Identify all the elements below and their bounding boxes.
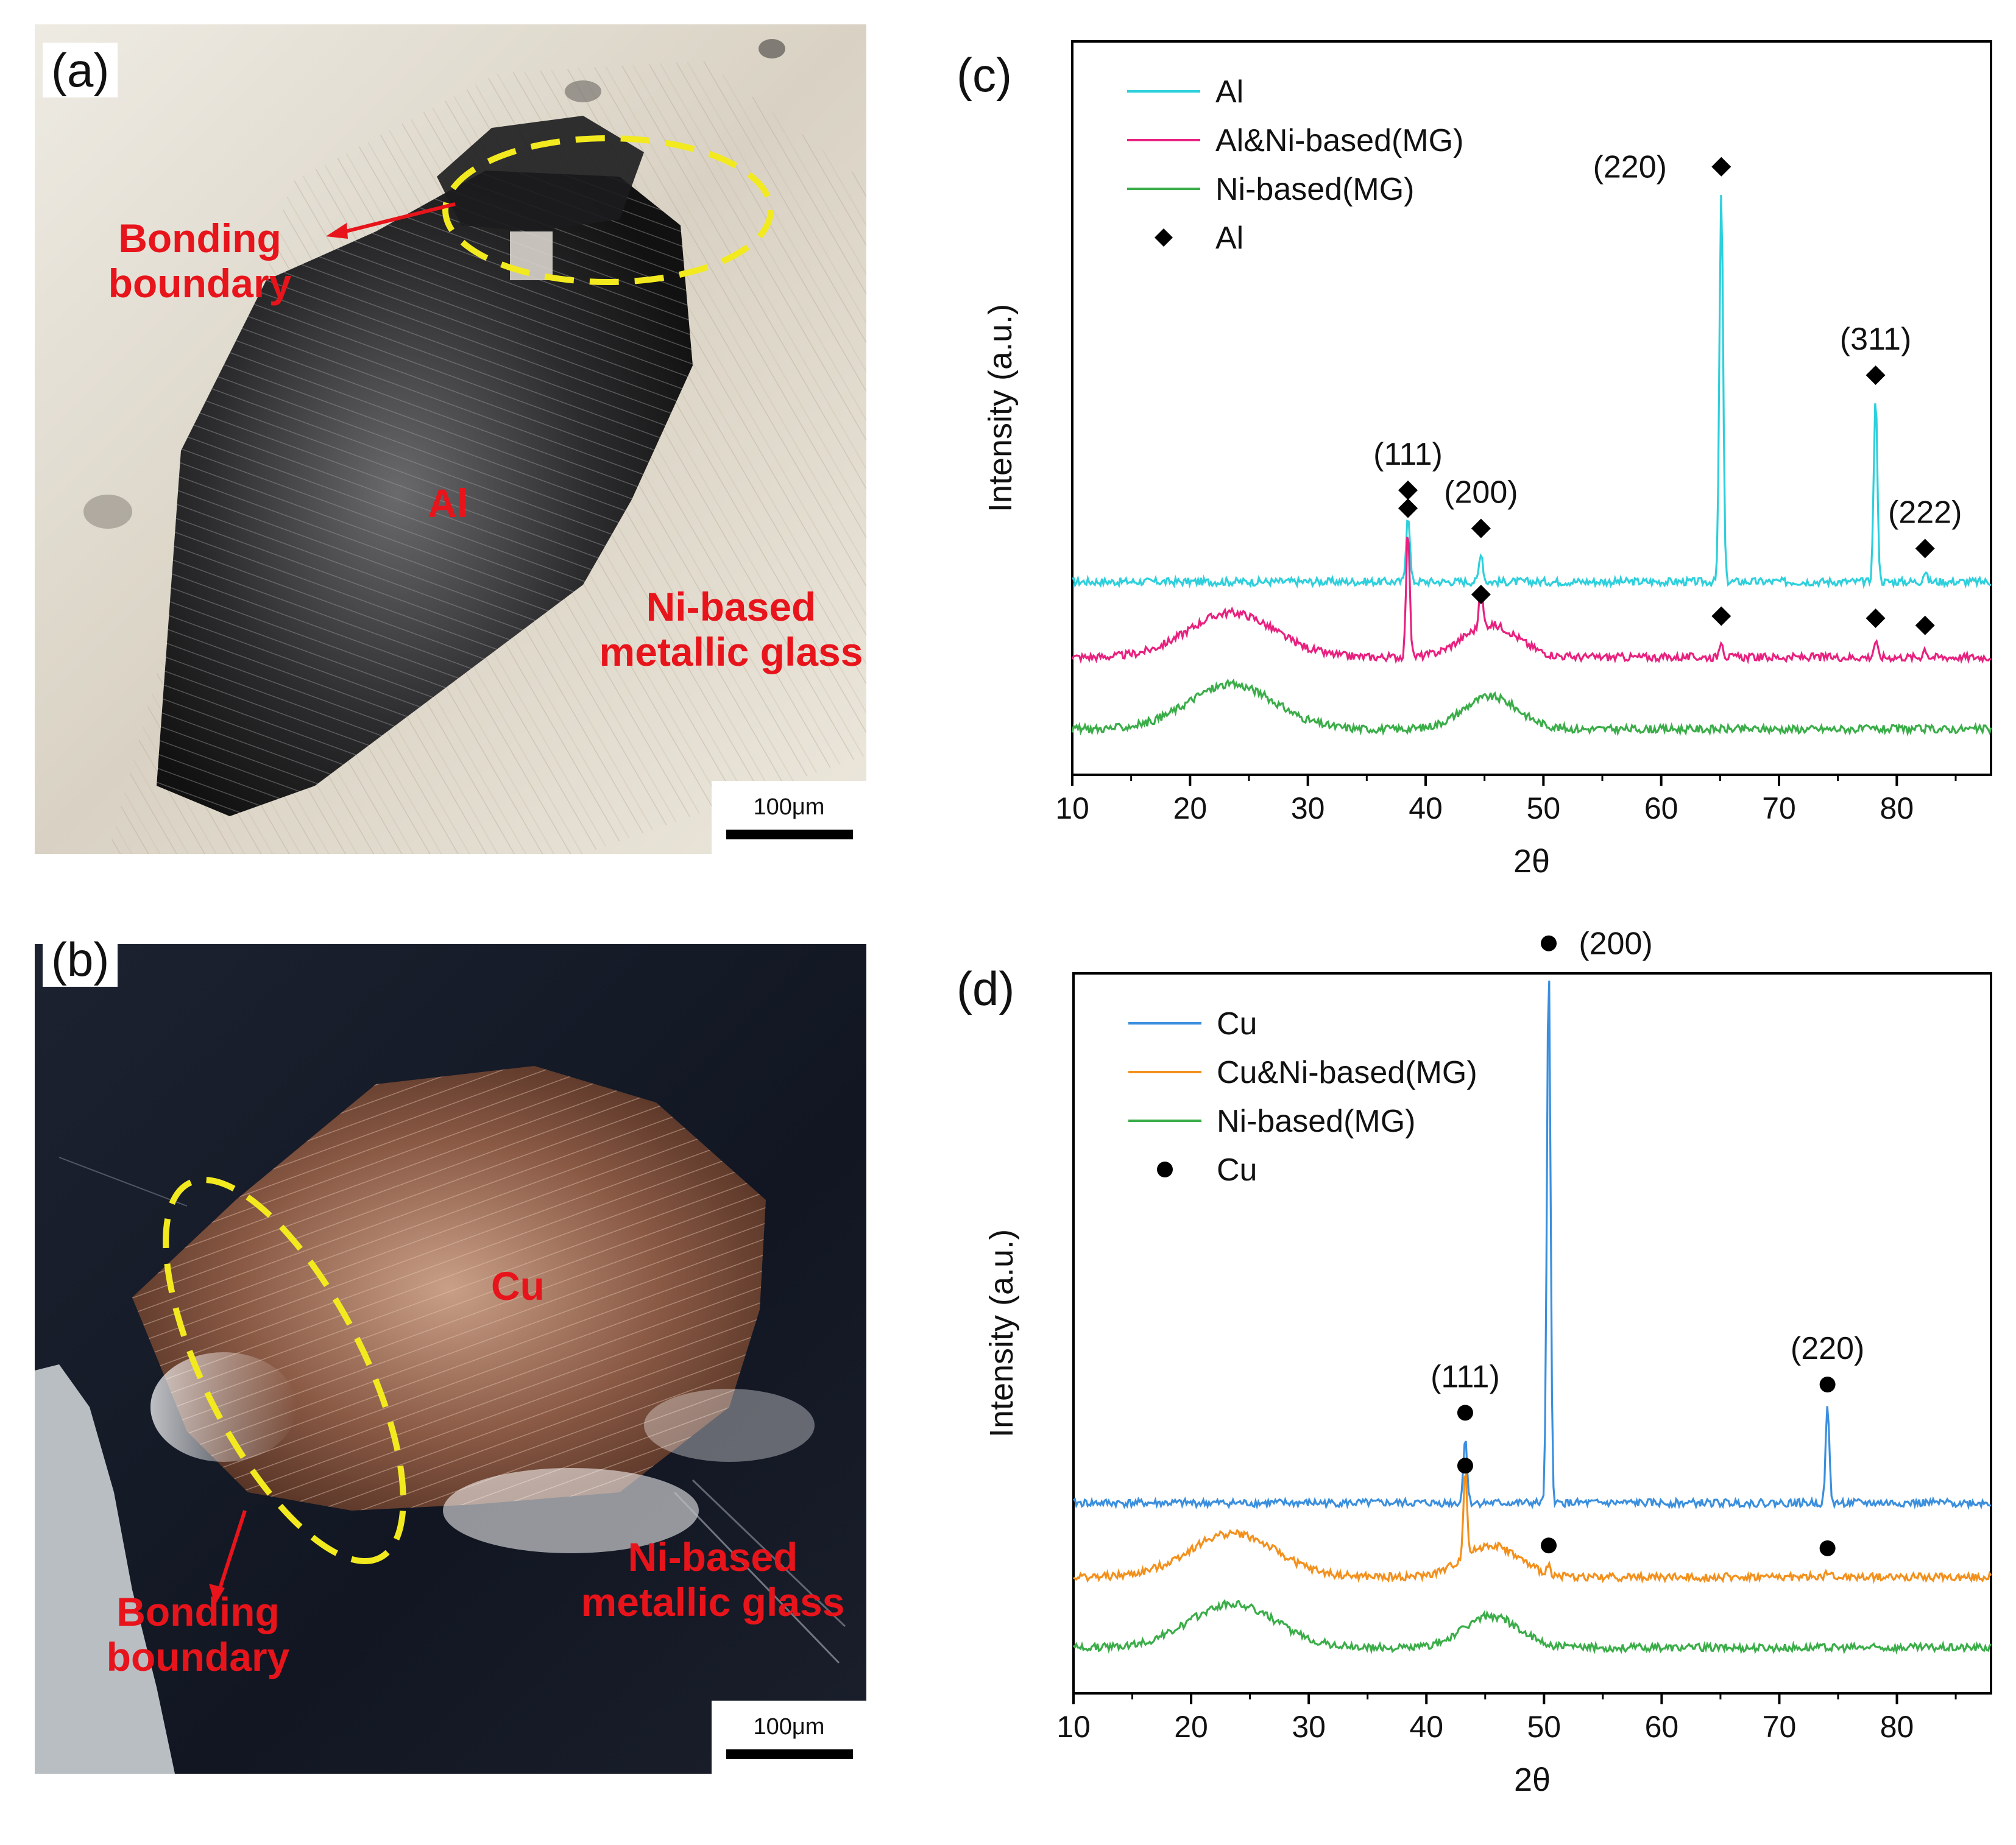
- legend-swatch-3: [1155, 228, 1173, 247]
- x-tick-label-30: 30: [1292, 1710, 1326, 1744]
- x-tick-label-10: 10: [1055, 791, 1089, 825]
- series-line-1: [1073, 1471, 1992, 1584]
- x-tick-label-60: 60: [1645, 1710, 1679, 1744]
- y-axis-label: Intensity (a.u.): [982, 304, 1019, 512]
- xrd-chart-d: (d) 10 20 30 40 50 60 70 80 2θ Intensity (a.u.) (11…: [957, 926, 1992, 1798]
- peak-marker-1-0: [1457, 1458, 1473, 1474]
- plot-frame: [1071, 40, 1992, 776]
- scalebar-label-b: 100μm: [753, 1714, 825, 1740]
- legend-label-2: Ni-based(MG): [1215, 172, 1415, 207]
- scalebar-label-a: 100μm: [753, 794, 825, 820]
- x-tick-label-80: 80: [1880, 791, 1914, 825]
- x-tick-label-10: 10: [1056, 1710, 1091, 1744]
- x-tick-label-30: 30: [1291, 791, 1325, 825]
- peak-marker-1-1: [1471, 585, 1491, 605]
- x-tick-label-20: 20: [1173, 791, 1208, 825]
- series-line-0: [1072, 195, 1992, 590]
- peak-marker-0-0: [1398, 480, 1418, 500]
- x-tick-label-60: 60: [1644, 791, 1678, 825]
- micrograph-al: [35, 24, 866, 854]
- x-tick-label-70: 70: [1763, 1710, 1797, 1744]
- micrograph-cu: [35, 944, 866, 1774]
- peak-marker-0-3: [1866, 365, 1886, 386]
- x-axis-label: 2θ: [1513, 843, 1550, 880]
- plot-frame: [1072, 972, 1992, 1695]
- x-axis-label: 2θ: [1514, 1762, 1551, 1798]
- legend-label-3: Al: [1215, 220, 1243, 256]
- x-tick-label-20: 20: [1174, 1710, 1208, 1744]
- peak-marker-1-4: [1915, 615, 1935, 635]
- peak-marker-1-1: [1541, 1537, 1557, 1554]
- legend-label-0: Cu: [1217, 1006, 1257, 1042]
- series-line-2: [1072, 1599, 1992, 1655]
- legend-label-0: Al: [1215, 74, 1243, 110]
- peak-marker-0-2: [1711, 157, 1731, 177]
- legend-swatch-3: [1157, 1162, 1173, 1177]
- peak-annotation-0: (111): [1373, 437, 1443, 472]
- scalebar-line-a: [726, 830, 853, 839]
- peak-marker-0-1: [1471, 518, 1491, 538]
- panel-letter-d: (d): [957, 962, 1014, 1015]
- bonding-label-a: Bonding boundary: [108, 216, 292, 306]
- scalebar-a: 100μm: [712, 781, 866, 854]
- legend-label-1: Al&Ni-based(MG): [1215, 123, 1463, 158]
- peak-marker-0-2: [1819, 1377, 1836, 1392]
- panel-letter-c: (c): [957, 48, 1012, 102]
- x-tick-label-40: 40: [1409, 791, 1443, 825]
- bonding-ellipse-b: [163, 1176, 406, 1605]
- peak-annotation-3: (311): [1840, 322, 1912, 357]
- peak-annotation-1: (200): [1579, 926, 1652, 962]
- legend-label-3: Cu: [1217, 1152, 1257, 1188]
- legend-label-1: Cu&Ni-based(MG): [1217, 1055, 1477, 1090]
- peak-annotation-0: (111): [1431, 1359, 1500, 1394]
- peak-annotation-2: (220): [1791, 1331, 1864, 1366]
- x-tick-label-70: 70: [1762, 791, 1796, 825]
- peak-marker-1-0: [1398, 498, 1418, 518]
- legend-label-2: Ni-based(MG): [1217, 1104, 1416, 1139]
- x-tick-label-50: 50: [1527, 1710, 1561, 1744]
- peak-marker-1-3: [1866, 608, 1886, 628]
- metal-label-b: Cu: [491, 1263, 545, 1308]
- xrd-chart-c: (c) 10 20 30 40 50 60 70 80 2θ Intensity (a.u.) (11…: [957, 40, 1992, 880]
- peak-annotation-2: (220): [1593, 150, 1667, 185]
- glass-label-a: Ni-based metallic glass: [599, 584, 863, 674]
- series-line-1: [1071, 537, 1992, 665]
- x-tick-label-80: 80: [1880, 1710, 1914, 1744]
- peak-marker-0-0: [1457, 1405, 1473, 1421]
- peak-marker-0-1: [1541, 935, 1557, 951]
- peak-marker-1-2: [1711, 606, 1731, 626]
- series-line-0: [1073, 980, 1992, 1511]
- panel-letter-a: (a): [43, 43, 118, 97]
- y-axis-label: Intensity (a.u.): [983, 1229, 1020, 1438]
- scalebar-line-b: [726, 1749, 853, 1759]
- panel-b: (b) Bonding boundary Cu Ni-based metalli…: [0, 920, 877, 1785]
- arrow-b: [216, 1510, 247, 1596]
- series-line-2: [1071, 678, 1992, 737]
- panel-a: (a) Bonding boundary Al Ni-based metalli…: [0, 0, 877, 865]
- micrograph-cu-image: [35, 944, 866, 1774]
- bonding-label-b: Bonding boundary: [106, 1589, 290, 1679]
- x-tick-label-40: 40: [1409, 1710, 1443, 1744]
- metal-label-a: Al: [428, 481, 468, 526]
- peak-marker-1-2: [1819, 1540, 1836, 1556]
- x-tick-label-50: 50: [1527, 791, 1561, 825]
- panel-letter-b: (b): [43, 932, 118, 987]
- peak-marker-0-4: [1915, 538, 1935, 559]
- glass-label-b: Ni-based metallic glass: [581, 1534, 845, 1625]
- peak-annotation-4: (222): [1888, 495, 1962, 530]
- peak-annotation-1: (200): [1444, 474, 1518, 510]
- arrow-a: [333, 202, 456, 236]
- scalebar-b: 100μm: [712, 1701, 866, 1774]
- bonding-ellipse-a: [326, 135, 774, 285]
